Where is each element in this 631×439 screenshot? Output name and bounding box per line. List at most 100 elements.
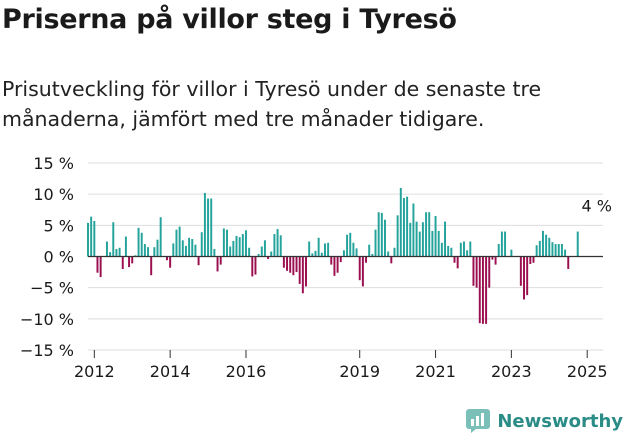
bar (323, 243, 326, 257)
chart-subtitle: Prisutveckling för villor i Tyresö under… (2, 77, 542, 131)
bar (466, 250, 469, 257)
bar (156, 239, 159, 257)
bar (295, 256, 298, 273)
x-tick-label: 2012 (74, 362, 115, 381)
bar (365, 256, 368, 263)
bar (532, 256, 535, 263)
bar (431, 230, 434, 257)
bar (311, 253, 314, 257)
bar (305, 256, 307, 287)
bar (396, 215, 399, 257)
bar (232, 240, 235, 257)
bar (560, 244, 563, 257)
bar (409, 222, 412, 257)
bar (475, 256, 478, 288)
y-tick-label: 0 % (44, 248, 74, 267)
bar (437, 230, 440, 257)
bar (203, 192, 206, 257)
bar (526, 256, 529, 296)
bar (488, 256, 491, 288)
bar (184, 245, 187, 257)
bar (219, 256, 222, 265)
bar (327, 242, 330, 257)
bar (267, 256, 270, 259)
bar (377, 212, 380, 257)
bar (282, 256, 285, 268)
newsworthy-logo-text: Newsworthy (497, 410, 623, 432)
bar (140, 232, 143, 257)
bar (308, 241, 311, 257)
bar (491, 256, 494, 260)
bar (535, 245, 538, 257)
bar (213, 249, 216, 257)
bar (194, 244, 197, 257)
bar (197, 256, 200, 266)
bar (463, 241, 465, 257)
bar (456, 256, 459, 269)
bar (352, 242, 355, 257)
bar (166, 256, 168, 261)
bar (418, 231, 421, 257)
bar (270, 251, 273, 257)
bar (412, 203, 415, 257)
y-tick-label: 15 % (33, 154, 74, 173)
newsworthy-logo-icon (466, 409, 491, 433)
bar (292, 256, 295, 276)
bar (150, 256, 153, 276)
bar (541, 230, 544, 257)
bar (235, 235, 238, 257)
bar (421, 222, 424, 257)
bar (320, 252, 323, 257)
bar (207, 198, 210, 257)
bar (447, 245, 450, 257)
bar (342, 250, 345, 257)
bar (384, 219, 386, 257)
bar (333, 256, 336, 276)
bar (557, 244, 560, 257)
bar (105, 241, 108, 257)
bar (564, 249, 567, 257)
bar (406, 196, 409, 257)
bar (478, 256, 481, 324)
bar (548, 237, 551, 257)
bar (289, 256, 292, 273)
bar (147, 247, 150, 257)
y-tick-label: 5 % (44, 216, 74, 235)
bar (178, 226, 181, 257)
y-tick-label: −10 % (20, 310, 74, 329)
bar (504, 231, 507, 257)
bar (118, 247, 121, 257)
bar (121, 256, 124, 269)
bar (390, 256, 393, 264)
bar (399, 187, 402, 257)
bar (124, 236, 127, 257)
bar (317, 237, 320, 257)
x-tick-label: 2025 (567, 362, 608, 381)
bar (434, 215, 437, 257)
bar (286, 256, 289, 271)
bar (93, 220, 96, 257)
bar (188, 237, 191, 257)
bar (276, 229, 279, 257)
bar (251, 256, 254, 277)
bar (128, 256, 131, 268)
bar (229, 246, 232, 257)
bar (200, 232, 203, 257)
bar (371, 254, 374, 257)
x-tick-label: 2023 (491, 362, 532, 381)
x-tick-label: 2014 (150, 362, 191, 381)
bar (472, 256, 475, 286)
bar (172, 243, 175, 257)
newsworthy-logo: Newsworthy (465, 408, 623, 434)
bar (576, 231, 579, 257)
bar (222, 228, 225, 257)
bar (336, 256, 339, 273)
bar (339, 256, 342, 263)
y-tick-label: 10 % (33, 185, 74, 204)
bar (393, 247, 396, 257)
bar (500, 231, 503, 257)
bar (554, 244, 557, 257)
bar (260, 246, 263, 257)
bar (551, 242, 554, 257)
bar (273, 234, 276, 257)
